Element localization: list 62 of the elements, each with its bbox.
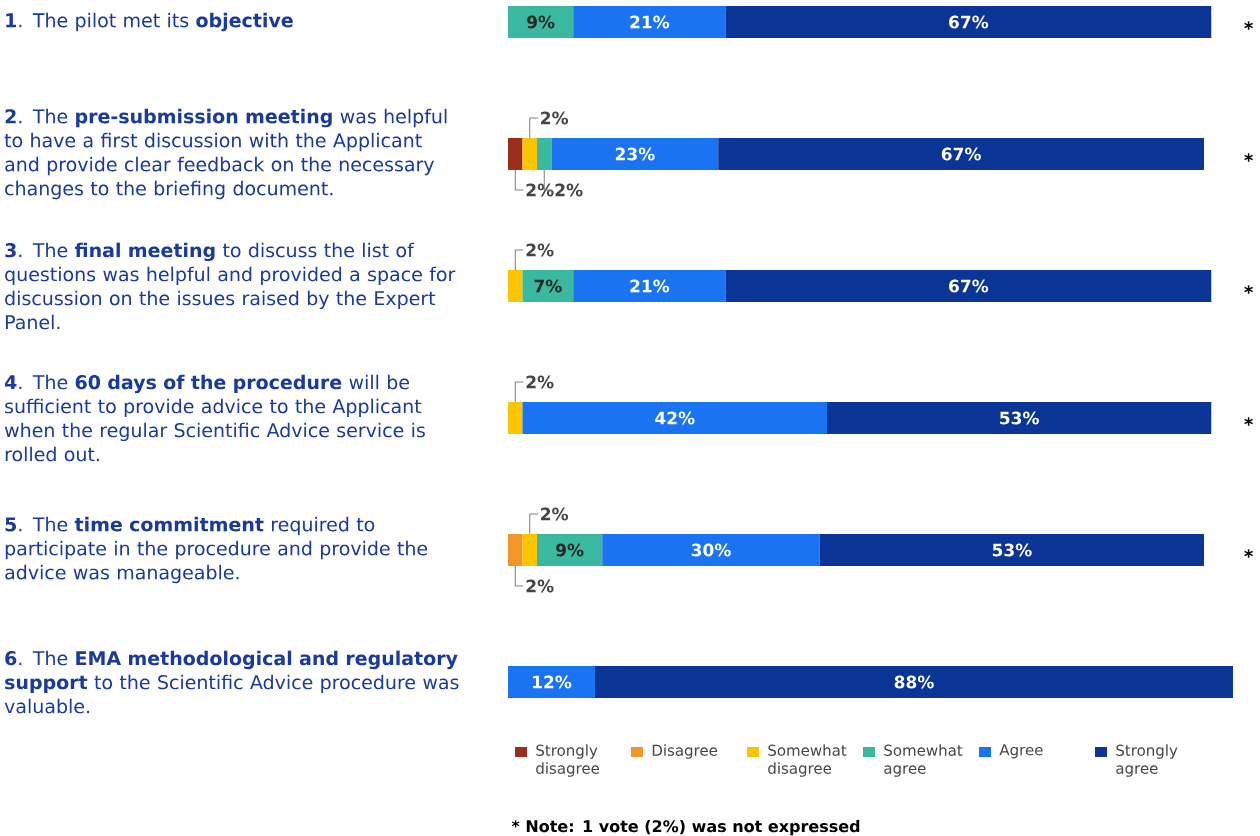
bar	[522, 270, 574, 303]
y-tick-label: 3. The final meeting to discuss the list of questions was helpful and provided a space for discussion on the issues raised by the Expert Panel.	[5, 242, 456, 330]
y-tick-label: 2. The pre-submission meeting was helpful to have a first discussion with the Applicant and provide clear feedback on the necessary changes to the briefing document.	[4, 108, 447, 200]
data-label: 67%	[941, 147, 981, 161]
bar	[508, 402, 523, 435]
bar	[508, 6, 574, 39]
data-label: 67%	[949, 15, 989, 29]
legend-label: Disagree	[652, 744, 718, 759]
legend-label: Strongly disagree	[536, 744, 600, 777]
bar	[827, 402, 1212, 435]
bar	[602, 534, 820, 567]
bar	[522, 534, 537, 567]
data-label: 9%	[556, 543, 584, 557]
data-label: 12%	[533, 675, 572, 689]
bar	[522, 402, 827, 435]
legend-label: Agree	[999, 744, 1043, 759]
data-label: 21%	[630, 279, 670, 293]
y-tick-label: 6. The EMA methodological and regulatory support to the Scientific Advice procedure was valuable.	[4, 650, 459, 714]
data-label: 2%	[555, 183, 583, 197]
bar	[725, 270, 1212, 303]
legend-label: Somewhat disagree	[768, 744, 847, 777]
bar	[573, 270, 726, 303]
bar	[537, 138, 552, 171]
y-tick-label: 5. The time commitment required to participate in the procedure and provide the advice was manageable.	[5, 516, 428, 584]
text: *	[1244, 21, 1253, 30]
data-label: 2%	[541, 507, 569, 521]
data-label: 42%	[655, 411, 695, 425]
data-label: 7%	[534, 279, 562, 293]
text: *	[1244, 549, 1253, 558]
text: *	[1244, 417, 1253, 426]
bar	[819, 534, 1204, 567]
text: *	[1244, 285, 1253, 294]
data-label: 21%	[630, 15, 670, 29]
data-label: 2%	[541, 111, 569, 125]
bar	[508, 534, 523, 567]
bar	[573, 6, 726, 39]
data-label: 2%	[526, 243, 554, 257]
bar	[595, 666, 1233, 699]
y-tick-label: 4. The 60 days of the procedure will be sufficient to provide advice to the Applicant when the regular Scientific Advice service is rolled out.	[4, 374, 425, 462]
text: *	[1244, 153, 1253, 162]
data-label: 67%	[949, 279, 989, 293]
data-label: 88%	[894, 675, 934, 689]
data-label: 2%	[526, 579, 554, 593]
data-label: 9%	[527, 15, 555, 29]
bar	[508, 138, 523, 171]
legend-label: Somewhat agree	[884, 744, 963, 777]
bar	[537, 534, 603, 567]
data-label: 53%	[1000, 411, 1039, 425]
bar	[725, 6, 1212, 39]
bar	[551, 138, 719, 171]
legend-label: Strongly agree	[1116, 744, 1178, 777]
bar	[508, 666, 595, 699]
y-tick-label: 1. The pilot met its objective	[6, 12, 293, 32]
bar	[522, 138, 537, 171]
text: * Note: 1 vote (2%) was not expressed	[511, 819, 860, 836]
data-label: 2%	[526, 375, 554, 389]
bar	[508, 270, 523, 303]
data-label: 23%	[615, 147, 655, 161]
data-label: 30%	[691, 543, 731, 557]
data-label: 2%	[526, 183, 554, 197]
bar	[718, 138, 1204, 171]
data-label: 53%	[992, 543, 1032, 557]
